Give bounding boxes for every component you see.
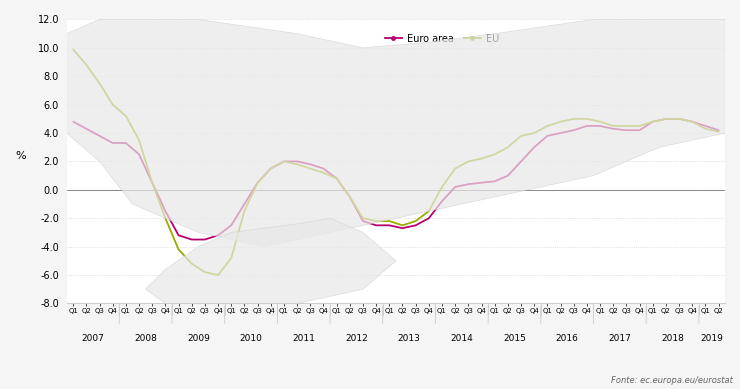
- Text: 2007: 2007: [81, 334, 104, 343]
- Legend: Euro area, EU: Euro area, EU: [381, 30, 503, 48]
- Polygon shape: [67, 19, 725, 247]
- Text: 2016: 2016: [556, 334, 579, 343]
- Text: 2010: 2010: [240, 334, 263, 343]
- Polygon shape: [146, 218, 396, 303]
- Text: 2018: 2018: [661, 334, 684, 343]
- Text: 2017: 2017: [608, 334, 631, 343]
- Text: 2014: 2014: [451, 334, 473, 343]
- Text: 2019: 2019: [701, 334, 724, 343]
- Text: 2012: 2012: [345, 334, 368, 343]
- Text: 2011: 2011: [292, 334, 315, 343]
- Text: Fonte: ec.europa.eu/eurostat: Fonte: ec.europa.eu/eurostat: [610, 376, 733, 385]
- Text: 2013: 2013: [397, 334, 420, 343]
- Text: 2008: 2008: [134, 334, 157, 343]
- Text: 2009: 2009: [187, 334, 209, 343]
- Text: 2015: 2015: [503, 334, 526, 343]
- Y-axis label: %: %: [16, 151, 26, 161]
